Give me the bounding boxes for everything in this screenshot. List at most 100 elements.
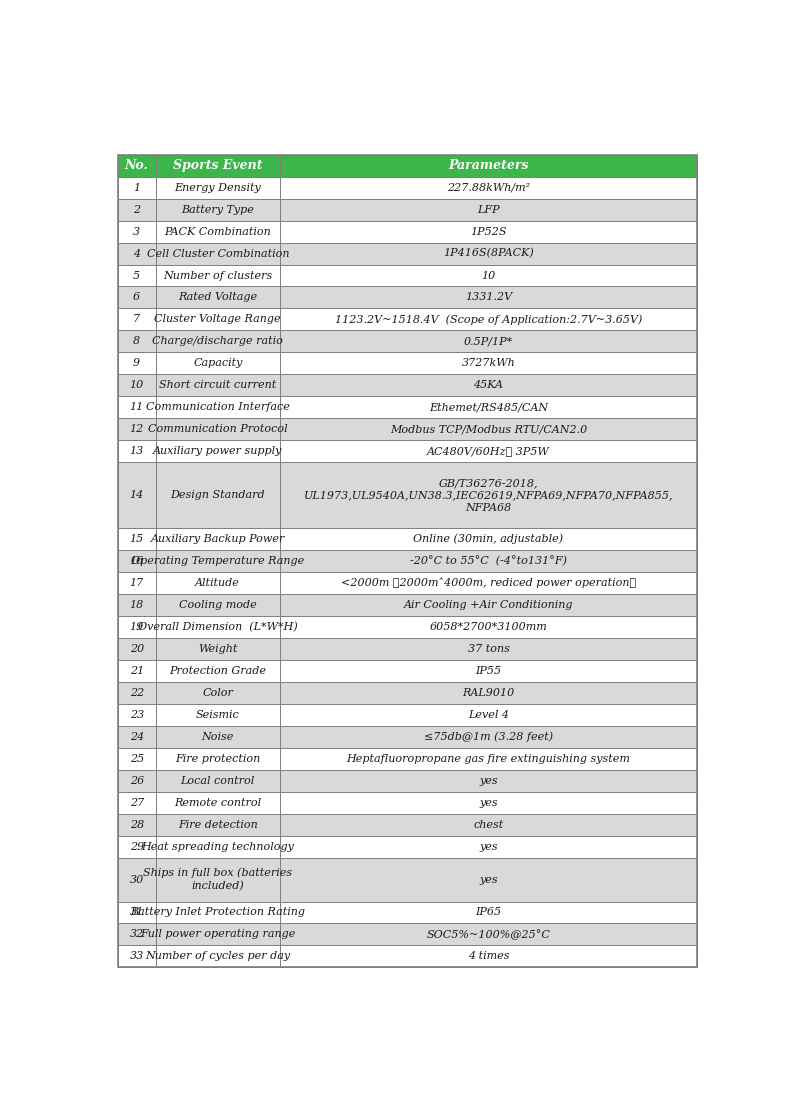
- Bar: [118, 615, 156, 638]
- Text: Heat spreading technology: Heat spreading technology: [142, 842, 294, 852]
- Bar: [156, 221, 280, 242]
- Text: yes: yes: [479, 775, 498, 785]
- Bar: [280, 615, 697, 638]
- Text: 33: 33: [130, 951, 144, 961]
- Bar: [280, 528, 697, 550]
- Text: Heptafluoropropane gas fire extinguishing system: Heptafluoropropane gas fire extinguishin…: [347, 753, 630, 763]
- Text: RAL9010: RAL9010: [463, 688, 514, 698]
- Bar: [118, 440, 156, 462]
- Text: Fire protection: Fire protection: [175, 753, 261, 763]
- Text: yes: yes: [479, 842, 498, 852]
- Text: 15: 15: [130, 534, 144, 544]
- Text: 37 tons: 37 tons: [467, 644, 510, 654]
- Bar: [156, 199, 280, 221]
- Bar: [156, 177, 280, 199]
- Text: 45KA: 45KA: [474, 380, 503, 390]
- Bar: [156, 242, 280, 264]
- Bar: [280, 199, 697, 221]
- Text: Charge/discharge ratio: Charge/discharge ratio: [153, 337, 283, 347]
- Text: 28: 28: [130, 820, 144, 830]
- Bar: [156, 615, 280, 638]
- Text: 27: 27: [130, 798, 144, 808]
- Text: 11: 11: [130, 402, 144, 412]
- Bar: [280, 154, 697, 177]
- Bar: [280, 813, 697, 835]
- Bar: [280, 242, 697, 264]
- Text: Number of cycles per day: Number of cycles per day: [145, 951, 290, 961]
- Bar: [156, 638, 280, 660]
- Text: 16: 16: [130, 556, 144, 567]
- Bar: [118, 813, 156, 835]
- Bar: [280, 660, 697, 682]
- Bar: [118, 550, 156, 572]
- Text: <2000m （2000m˄4000m, rediced power operation）: <2000m （2000m˄4000m, rediced power opera…: [341, 578, 636, 588]
- Text: Auxiliary power supply: Auxiliary power supply: [153, 447, 282, 457]
- Text: Communication Protocol: Communication Protocol: [148, 424, 288, 434]
- Bar: [156, 945, 280, 968]
- Text: Rated Voltage: Rated Voltage: [178, 292, 258, 302]
- Text: 6: 6: [133, 292, 140, 302]
- Bar: [118, 242, 156, 264]
- Bar: [156, 374, 280, 397]
- Text: 10: 10: [130, 380, 144, 390]
- Bar: [118, 792, 156, 813]
- Text: Energy Density: Energy Density: [174, 182, 261, 192]
- Text: 9: 9: [133, 359, 140, 369]
- Bar: [118, 199, 156, 221]
- Bar: [280, 770, 697, 792]
- Text: Short circuit current: Short circuit current: [159, 380, 277, 390]
- Bar: [280, 352, 697, 374]
- Bar: [280, 309, 697, 330]
- Text: chest: chest: [473, 820, 504, 830]
- Bar: [156, 287, 280, 309]
- Text: 1331.2V: 1331.2V: [465, 292, 512, 302]
- Bar: [118, 638, 156, 660]
- Bar: [156, 770, 280, 792]
- Bar: [118, 309, 156, 330]
- Bar: [156, 704, 280, 725]
- Bar: [118, 704, 156, 725]
- Bar: [280, 923, 697, 945]
- Bar: [156, 901, 280, 923]
- Text: 13: 13: [130, 447, 144, 457]
- Text: 1P52S: 1P52S: [471, 227, 506, 237]
- Text: yes: yes: [479, 798, 498, 808]
- Bar: [156, 594, 280, 615]
- Text: 32: 32: [130, 930, 144, 940]
- Bar: [118, 264, 156, 287]
- Text: Number of clusters: Number of clusters: [163, 270, 273, 280]
- Text: GB/T36276-2018,
UL1973,UL9540A,UN38.3,IEC62619,NFPA69,NFPA70,NFPA855,
NFPA68: GB/T36276-2018, UL1973,UL9540A,UN38.3,IE…: [304, 478, 673, 512]
- Text: Ethemet/RS485/CAN: Ethemet/RS485/CAN: [429, 402, 548, 412]
- Bar: [156, 572, 280, 594]
- Text: Local control: Local control: [180, 775, 255, 785]
- Bar: [118, 748, 156, 770]
- Bar: [280, 330, 697, 352]
- Text: 30: 30: [130, 874, 144, 884]
- Bar: [118, 572, 156, 594]
- Text: Cluster Voltage Range: Cluster Voltage Range: [154, 314, 281, 324]
- Bar: [280, 572, 697, 594]
- Bar: [118, 462, 156, 528]
- Bar: [280, 462, 697, 528]
- Text: 24: 24: [130, 732, 144, 742]
- Bar: [156, 309, 280, 330]
- Bar: [280, 748, 697, 770]
- Text: Weight: Weight: [198, 644, 238, 654]
- Text: 3727kWh: 3727kWh: [462, 359, 515, 369]
- Bar: [118, 330, 156, 352]
- Text: 23: 23: [130, 710, 144, 720]
- Bar: [280, 835, 697, 858]
- Bar: [280, 264, 697, 287]
- Text: Noise: Noise: [202, 732, 234, 742]
- Bar: [280, 397, 697, 418]
- Text: Color: Color: [202, 688, 233, 698]
- Text: 0.5P/1P*: 0.5P/1P*: [464, 337, 513, 347]
- Text: Seismic: Seismic: [196, 710, 239, 720]
- Text: Battery Inlet Protection Rating: Battery Inlet Protection Rating: [130, 908, 305, 918]
- Text: 29: 29: [130, 842, 144, 852]
- Bar: [280, 704, 697, 725]
- Text: PACK Combination: PACK Combination: [165, 227, 271, 237]
- Text: Cell Cluster Combination: Cell Cluster Combination: [146, 249, 289, 259]
- Text: 17: 17: [130, 578, 144, 588]
- Text: No.: No.: [125, 159, 149, 172]
